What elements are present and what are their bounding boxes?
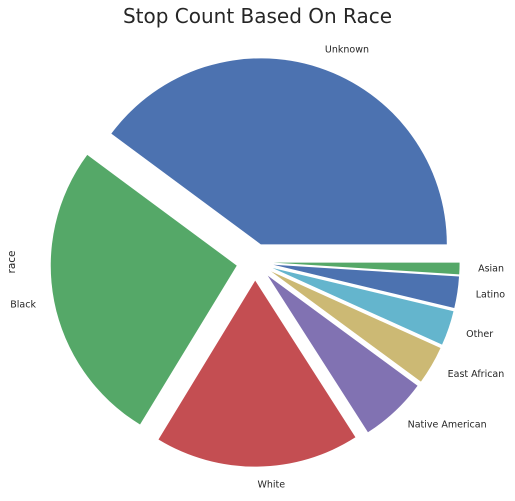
pie-slices <box>50 58 460 467</box>
pie-label-native-american: Native American <box>408 419 487 430</box>
pie-label-other: Other <box>466 329 493 340</box>
chart-title: Stop Count Based On Race <box>122 4 393 28</box>
pie-slice-other <box>272 268 454 345</box>
pie-label-black: Black <box>10 299 36 310</box>
pie-slice-unknown <box>111 58 447 245</box>
pie-slice-latino <box>273 264 460 308</box>
y-axis-label: race <box>6 251 18 274</box>
pie-label-unknown: Unknown <box>325 45 369 56</box>
pie-slice-white <box>158 280 356 467</box>
pie-label-east-african: East African <box>448 369 505 380</box>
pie-slice-east-african <box>271 271 441 382</box>
pie-slice-asian <box>273 262 460 275</box>
pie-slice-native-american <box>267 275 418 433</box>
pie-labels: Unknown Black White Native American East Afr… <box>10 45 505 491</box>
pie-label-white: White <box>257 480 285 491</box>
pie-slice-black <box>50 154 237 425</box>
pie-label-asian: Asian <box>478 264 504 275</box>
pie-label-latino: Latino <box>476 290 505 301</box>
